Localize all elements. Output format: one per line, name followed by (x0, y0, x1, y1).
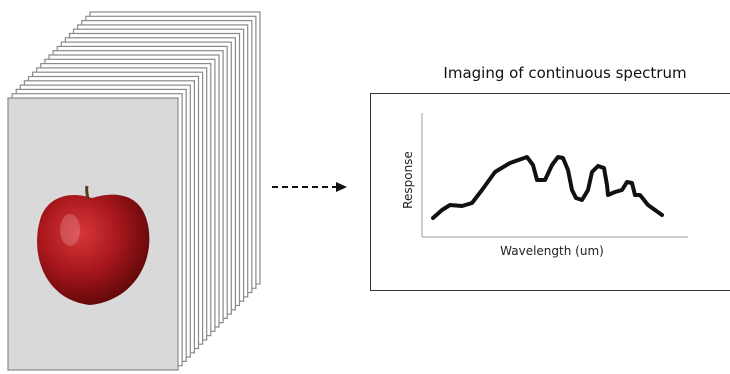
panel-frame (371, 94, 730, 291)
panel-title: Imaging of continuous spectrum (443, 64, 686, 82)
image-stack (8, 12, 260, 370)
arrow (272, 182, 347, 192)
y-axis-label: Response (401, 151, 415, 209)
diagram: Imaging of continuous spectrum Response … (0, 0, 730, 374)
x-axis-label: Wavelength (um) (500, 244, 604, 258)
